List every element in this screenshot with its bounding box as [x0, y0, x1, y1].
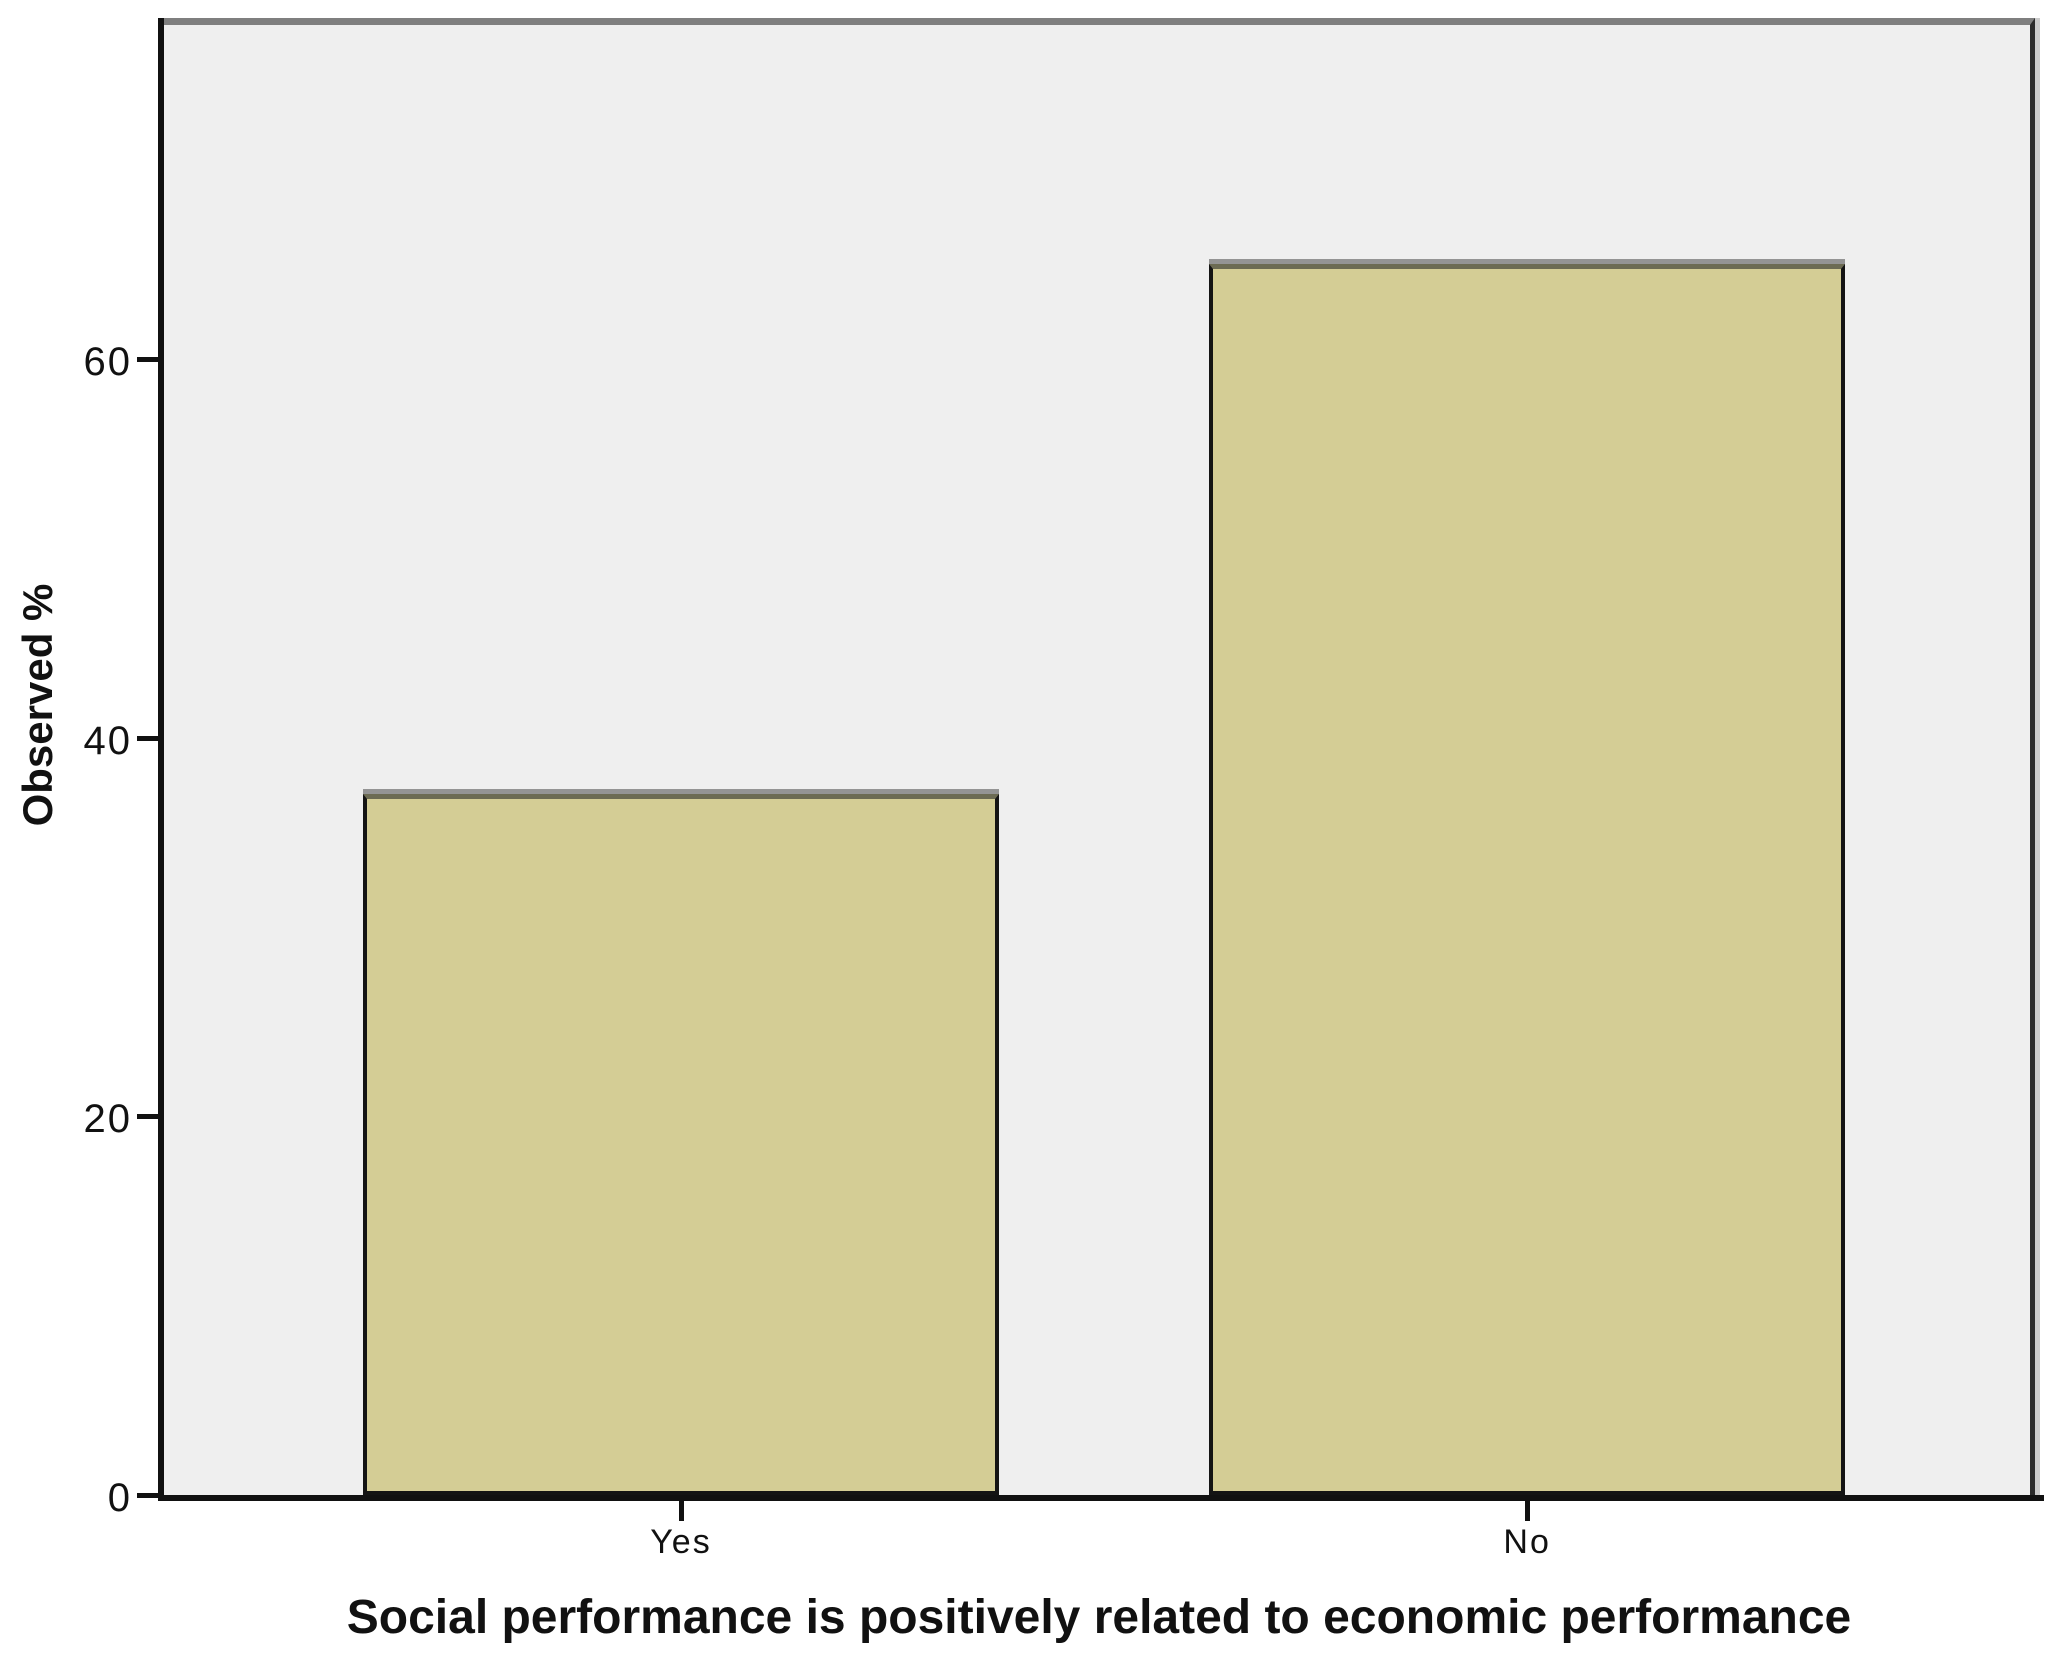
y-tick-label: 60 [83, 339, 132, 384]
x-tick-mark [1525, 1501, 1531, 1521]
y-tick-mark [137, 356, 158, 362]
y-axis-title: Observed % [14, 583, 61, 827]
x-tick-label: Yes [650, 1523, 712, 1561]
y-tick-mark [137, 1493, 158, 1498]
bar-no [1209, 264, 1846, 1495]
bar-yes [362, 794, 999, 1495]
y-tick-mark [137, 735, 158, 741]
x-axis-line [158, 1495, 2044, 1501]
y-tick-label: 40 [83, 718, 132, 763]
y-tick-label: 0 [107, 1476, 132, 1520]
y-tick-label: 20 [83, 1097, 132, 1142]
x-tick-mark [678, 1501, 684, 1521]
y-axis-line [158, 18, 164, 1500]
y-tick-mark [137, 1114, 158, 1120]
x-axis-title: Social performance is positively related… [346, 1591, 1852, 1644]
x-tick-label: No [1503, 1523, 1551, 1561]
